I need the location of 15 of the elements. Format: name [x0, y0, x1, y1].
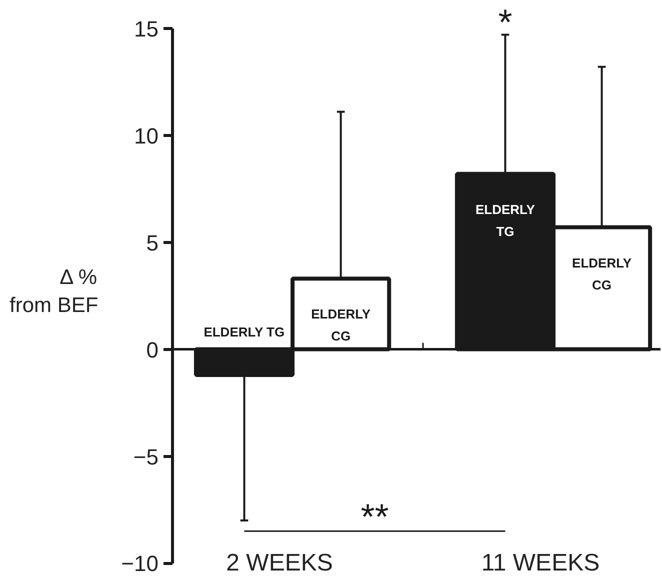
y-tick-label: 10: [134, 123, 159, 148]
x-tick-label: 2 WEEKS: [226, 550, 333, 577]
annotation: *: [498, 2, 512, 43]
y-tick-label: −10: [121, 551, 159, 576]
x-tick-label: 11 WEEKS: [481, 550, 600, 577]
series-label: ELDERLY TG: [204, 324, 285, 340]
y-tick-label: 5: [146, 230, 159, 256]
series-label: ELDERLY CG: [311, 306, 371, 344]
y-tick-label: 0: [146, 337, 159, 362]
y-tick-label: −5: [133, 444, 159, 470]
y-tick-label: 15: [134, 16, 159, 42]
text: ELDERLY CG: [572, 255, 632, 292]
text: ELDERLY TG: [475, 202, 535, 239]
annotation: **: [360, 496, 389, 538]
y-axis-title: Δ % from BEF: [10, 266, 98, 317]
